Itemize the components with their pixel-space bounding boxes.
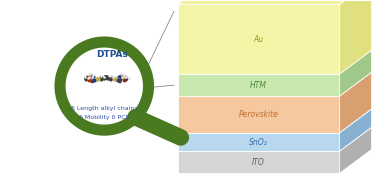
Point — [87, 73, 93, 76]
Text: DTPAs: DTPAs — [96, 50, 128, 59]
Text: SnO₂: SnO₂ — [249, 138, 268, 147]
Point — [98, 78, 104, 81]
Point — [110, 75, 116, 78]
Point — [117, 80, 123, 83]
Point — [101, 75, 107, 78]
Point — [120, 77, 126, 80]
Point — [83, 78, 89, 81]
Polygon shape — [178, 4, 340, 74]
Point — [122, 76, 129, 79]
Point — [86, 75, 92, 78]
Point — [84, 75, 90, 78]
Text: ITO: ITO — [252, 158, 265, 167]
Point — [107, 75, 113, 78]
Polygon shape — [340, 72, 372, 133]
Point — [124, 77, 130, 80]
Polygon shape — [340, 127, 372, 173]
Point — [91, 79, 97, 82]
Point — [89, 76, 95, 79]
Point — [88, 74, 94, 77]
Point — [102, 75, 108, 78]
Point — [90, 73, 96, 76]
Point — [105, 77, 111, 80]
Point — [83, 77, 89, 80]
Polygon shape — [178, 74, 340, 96]
Point — [123, 76, 129, 79]
Point — [94, 77, 100, 80]
Point — [104, 75, 110, 78]
Point — [123, 78, 129, 81]
Point — [118, 78, 124, 81]
Point — [118, 74, 124, 77]
Point — [89, 80, 95, 83]
Point — [112, 77, 118, 80]
Point — [121, 79, 127, 82]
Point — [90, 76, 96, 79]
Point — [108, 78, 114, 81]
Ellipse shape — [60, 42, 149, 130]
Point — [118, 73, 124, 76]
Point — [88, 78, 94, 81]
Point — [116, 76, 122, 79]
Text: Perovskite: Perovskite — [239, 110, 279, 119]
Text: Au: Au — [254, 35, 264, 44]
Text: HTM: HTM — [250, 81, 267, 90]
Polygon shape — [178, 133, 340, 151]
Polygon shape — [340, 0, 372, 74]
Point — [115, 79, 121, 82]
Point — [85, 76, 91, 79]
Polygon shape — [340, 50, 372, 96]
Point — [122, 75, 129, 78]
Point — [126, 76, 132, 79]
Point — [121, 73, 127, 76]
Point — [119, 75, 125, 78]
Text: δ Length alkyl chains: δ Length alkyl chains — [71, 107, 138, 112]
Point — [82, 76, 88, 79]
Point — [86, 77, 92, 80]
Polygon shape — [340, 109, 372, 151]
Polygon shape — [178, 0, 372, 4]
Point — [108, 76, 114, 79]
Point — [86, 79, 92, 82]
Polygon shape — [178, 151, 340, 173]
Point — [98, 75, 104, 78]
Point — [98, 76, 104, 79]
Polygon shape — [178, 96, 340, 133]
Point — [101, 77, 107, 80]
Text: δ Mobility δ PCE: δ Mobility δ PCE — [79, 115, 129, 120]
